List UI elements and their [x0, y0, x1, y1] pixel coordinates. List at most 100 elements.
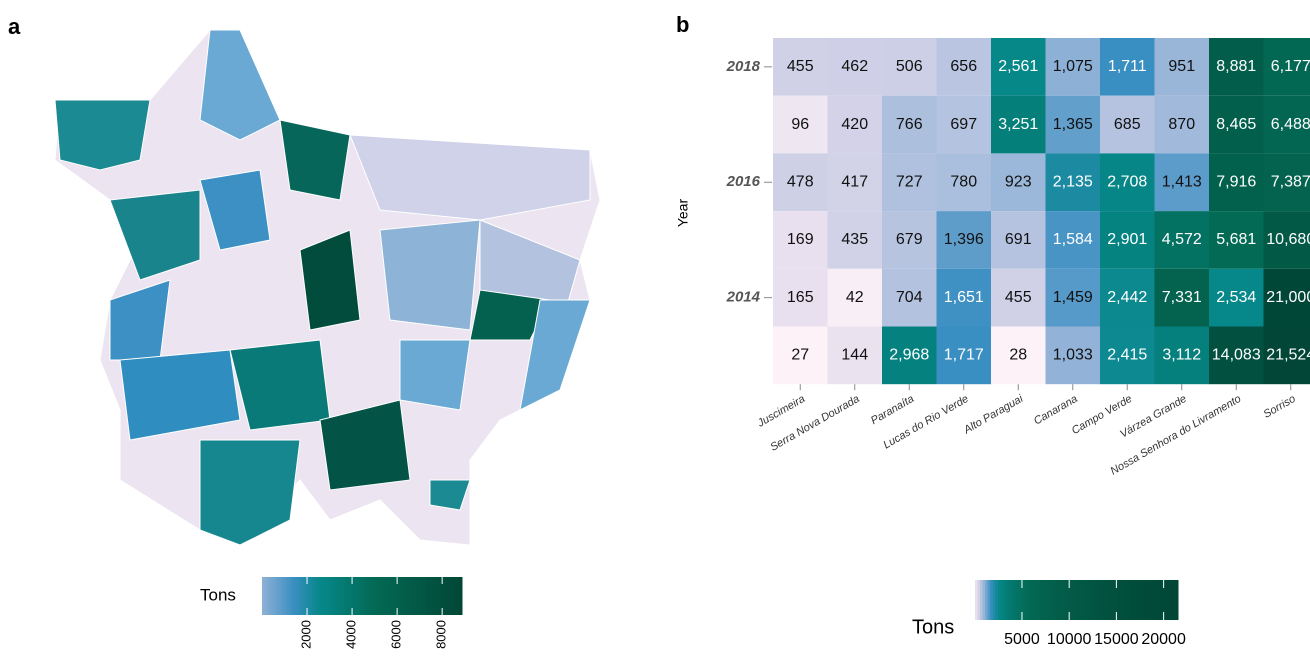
- colorbar-step: [424, 577, 428, 615]
- heatmap-cell: [827, 38, 882, 96]
- colorbar-tick-label: 15000: [1094, 631, 1139, 648]
- heatmap-cell: [991, 38, 1046, 96]
- colorbar-step: [1119, 580, 1123, 620]
- colorbar-step: [404, 577, 408, 615]
- cell-label: 169: [787, 231, 814, 248]
- colorbar-step: [399, 577, 403, 615]
- heatmap-cell: [936, 153, 991, 212]
- heatmap-cell: [1045, 211, 1100, 269]
- colorbar-step: [1106, 580, 1110, 620]
- colorbar-step: [1089, 580, 1093, 620]
- colorbar-step: [367, 577, 370, 615]
- heatmap-cell: [936, 268, 991, 327]
- colorbar-step: [1073, 580, 1077, 620]
- colorbar-step: [1160, 580, 1164, 620]
- heatmap-cell: [1263, 153, 1310, 212]
- heatmap-cell: [936, 95, 991, 154]
- cell-label: 435: [841, 231, 868, 248]
- colorbar-step: [317, 577, 320, 615]
- colorbar-step: [1150, 580, 1154, 620]
- heatmap-cell: [827, 211, 882, 269]
- colorbar-step: [1007, 580, 1012, 620]
- cell-label: 8,881: [1216, 58, 1256, 75]
- colorbar-step: [282, 577, 285, 615]
- colorbar-step: [324, 577, 328, 615]
- cell-label: 96: [791, 116, 809, 133]
- heatmap-cell: [827, 153, 882, 212]
- cell-label: 6,488: [1271, 116, 1310, 133]
- colorbar-step: [1030, 580, 1034, 620]
- colorbar-step: [1010, 580, 1014, 620]
- colorbar-step: [454, 577, 458, 615]
- colorbar-step: [369, 577, 373, 615]
- colorbar-step: [294, 577, 298, 615]
- cell-label: 5,681: [1216, 231, 1256, 248]
- panel-label: a: [8, 14, 21, 39]
- colorbar-step: [1172, 580, 1176, 620]
- colorbar-step: [985, 580, 989, 620]
- colorbar-step: [444, 577, 448, 615]
- colorbar-step: [449, 577, 453, 615]
- x-tick-label: Serra Nova Dourada: [768, 393, 861, 454]
- colorbar-step: [1079, 580, 1083, 620]
- region: [519, 299, 591, 411]
- colorbar-step: [277, 577, 280, 615]
- cell-label: 2,708: [1107, 173, 1147, 190]
- colorbar-step: [319, 577, 323, 615]
- x-tick-label: Sorriso: [1262, 393, 1298, 421]
- cell-label: 7,331: [1162, 289, 1202, 306]
- cell-label: 144: [841, 347, 868, 364]
- colorbar-step: [287, 577, 290, 615]
- heatmap-cell: [1263, 211, 1310, 269]
- colorbar-step: [1101, 580, 1105, 620]
- heatmap-cell: [1209, 153, 1264, 212]
- colorbar-step: [1068, 580, 1072, 620]
- cell-label: 2,534: [1216, 289, 1256, 306]
- cell-label: 8,465: [1216, 116, 1256, 133]
- heatmap-cell: [1263, 326, 1310, 385]
- colorbar-step: [977, 580, 981, 620]
- colorbar-step: [980, 580, 984, 620]
- x-tick-label: Paranaíta: [869, 393, 916, 427]
- colorbar-step: [1015, 580, 1019, 620]
- cell-label: 691: [1005, 231, 1032, 248]
- y-tick-label: 2014: [726, 289, 761, 306]
- cell-label: 679: [896, 231, 923, 248]
- region: [119, 349, 241, 441]
- heatmap-cell: [1209, 38, 1264, 96]
- colorbar-step: [997, 580, 1001, 620]
- colorbar-step: [1028, 580, 1032, 620]
- cell-label: 1,396: [944, 231, 984, 248]
- colorbar-step: [1058, 580, 1062, 620]
- colorbar-step: [1002, 580, 1006, 620]
- heatmap-cell: [773, 38, 828, 96]
- heatmap-cell: [991, 95, 1046, 154]
- colorbar-step: [982, 580, 986, 620]
- cell-label: 1,365: [1053, 116, 1093, 133]
- region: [399, 339, 471, 411]
- colorbar-step: [379, 577, 383, 615]
- region: [319, 399, 411, 491]
- colorbar-step: [459, 577, 463, 615]
- colorbar-step: [1081, 580, 1085, 620]
- heatmap-cell: [1154, 268, 1209, 327]
- colorbar-step: [352, 577, 355, 615]
- cell-label: 727: [896, 173, 923, 190]
- heatmap-cell: [1263, 38, 1310, 96]
- cell-label: 1,717: [944, 347, 984, 364]
- colorbar-step: [337, 577, 340, 615]
- colorbar-step: [1076, 580, 1080, 620]
- colorbar-step: [1025, 580, 1029, 620]
- colorbar-step: [1139, 580, 1143, 620]
- heatmap-cell: [1209, 268, 1264, 327]
- colorbar-step: [384, 577, 388, 615]
- colorbar-step: [1122, 580, 1126, 620]
- x-tick-label: Canarana: [1032, 393, 1080, 428]
- colorbar-step: [1157, 580, 1161, 620]
- colorbar-step: [437, 577, 440, 615]
- colorbar-step: [1109, 580, 1113, 620]
- region: [109, 189, 201, 281]
- colorbar-step: [309, 577, 313, 615]
- colorbar-step: [414, 577, 418, 615]
